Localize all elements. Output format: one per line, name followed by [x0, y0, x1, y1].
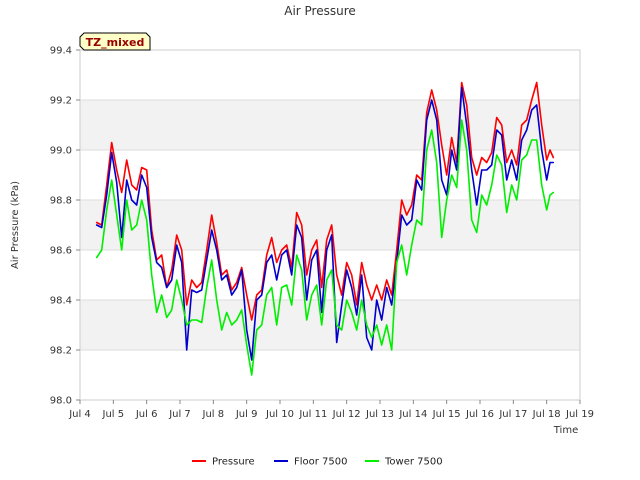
x-tick-label: Jul 14 [398, 409, 427, 420]
y-tick-label: 99.4 [50, 46, 72, 57]
x-tick-label: Jul 17 [498, 409, 527, 420]
y-tick-label: 98.0 [50, 396, 72, 407]
x-tick-label: Jul 9 [235, 409, 258, 420]
plot-band [80, 100, 580, 150]
y-tick-label: 99.2 [50, 96, 72, 107]
x-axis-ticks: Jul 4 Jul 5 Jul 6 Jul 7 Jul 8 Jul 9 Jul 10 Jul … [68, 400, 594, 420]
chart-title: Air Pressure [284, 4, 356, 18]
y-tick-label: 98.6 [50, 246, 72, 257]
plot-band [80, 300, 580, 350]
legend-label-pressure: Pressure [212, 457, 255, 468]
x-axis-title: Time [553, 425, 578, 436]
y-tick-label: 98.2 [50, 346, 72, 357]
x-tick-label: Jul 8 [202, 409, 225, 420]
x-tick-label: Jul 4 [68, 409, 91, 420]
plot-frame [79, 49, 581, 401]
x-tick-label: Jul 16 [465, 409, 494, 420]
x-tick-label: Jul 10 [265, 409, 294, 420]
plot-band [80, 50, 580, 100]
legend-label-floor-7500: Floor 7500 [294, 457, 348, 468]
plot-band [80, 350, 580, 400]
legend-label-tower-7500: Tower 7500 [384, 457, 443, 468]
x-tick-label: Jul 11 [298, 409, 327, 420]
tz-badge-label: TZ_mixed [86, 36, 145, 49]
x-tick-label: Jul 5 [102, 409, 125, 420]
plot-background [80, 50, 580, 400]
x-tick-label: Jul 18 [532, 409, 561, 420]
x-tick-label: Jul 6 [135, 409, 158, 420]
y-axis-ticks: 98.0 98.2 98.4 98.6 98.8 99.0 99.2 99.4 [50, 46, 80, 407]
series-layer [95, 81, 555, 376]
legend: Pressure Floor 7500 Tower 7500 [192, 457, 443, 468]
x-tick-label: Jul 15 [432, 409, 461, 420]
tz-badge-box [79, 32, 151, 51]
y-tick-label: 99.0 [50, 146, 72, 157]
tz-badge: TZ_mixed [79, 32, 151, 51]
x-tick-label: Jul 19 [565, 409, 594, 420]
series-line-pressure [95, 81, 555, 321]
x-tick-label: Jul 12 [332, 409, 361, 420]
x-tick-label: Jul 13 [365, 409, 394, 420]
y-tick-label: 98.8 [50, 196, 72, 207]
x-tick-label: Jul 7 [168, 409, 191, 420]
series-line-tower-7500 [95, 119, 555, 376]
y-axis-title: Air Pressure (kPa) [10, 181, 21, 269]
series-line-floor-7500 [95, 86, 555, 361]
y-tick-label: 98.4 [50, 296, 72, 307]
